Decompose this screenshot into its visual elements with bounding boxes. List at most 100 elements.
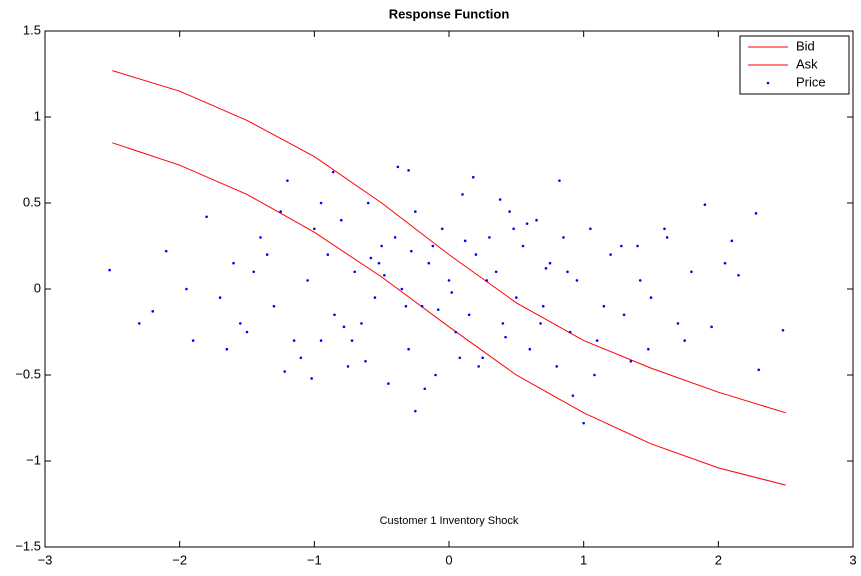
scatter-point [238, 322, 242, 325]
scatter-point [310, 377, 313, 380]
legend-swatch [766, 81, 770, 85]
scatter-point [602, 304, 606, 308]
scatter-point [364, 359, 367, 363]
y-tick-label: −1 [26, 452, 41, 467]
scatter-point [723, 261, 727, 265]
scatter-point [730, 239, 734, 243]
scatter-point [383, 273, 386, 277]
scatter-point [292, 339, 296, 342]
scatter-point [477, 365, 480, 368]
scatter-point [331, 170, 335, 174]
scatter-point [593, 373, 596, 377]
scatter-point [649, 296, 653, 299]
scatter-point [754, 212, 758, 215]
scatter-point [373, 296, 377, 299]
scatter-point [191, 339, 195, 342]
scatter-point [279, 210, 282, 213]
scatter-point [515, 296, 518, 299]
scatter-point [454, 330, 458, 334]
x-tick-label: −2 [172, 552, 187, 567]
scatter-point [409, 249, 413, 253]
scatter-point [137, 322, 141, 325]
scatter-point [306, 279, 309, 282]
scatter-point [589, 227, 592, 231]
scatter-point [205, 215, 208, 219]
scatter-point [481, 356, 484, 360]
scatter-point [508, 210, 511, 213]
scatter-point [366, 201, 370, 205]
scatter-point [387, 382, 390, 385]
scatter-point [647, 347, 650, 351]
scatter-point [535, 218, 538, 222]
x-tick-label: 2 [715, 552, 722, 567]
scatter-point [461, 193, 464, 196]
scatter-point [326, 253, 330, 256]
scatter-point [396, 165, 400, 169]
scatter-point [525, 222, 529, 225]
x-tick-label: 0 [445, 552, 452, 567]
scatter-point [737, 273, 740, 277]
scatter-point [407, 169, 410, 172]
scatter-point [504, 335, 507, 339]
scatter-point [622, 313, 626, 317]
scatter-point [377, 261, 381, 265]
scatter-point [286, 179, 289, 182]
scatter-point [164, 249, 168, 253]
scatter-point [404, 304, 408, 308]
scatter-point [350, 339, 354, 342]
scatter-point [498, 198, 502, 201]
x-tick-label: 1 [580, 552, 587, 567]
scatter-point [342, 325, 346, 329]
annotation: Customer 1 Inventory Shock [380, 515, 519, 527]
scatter-point [544, 267, 548, 270]
scatter-point [313, 227, 316, 231]
scatter-point [676, 322, 680, 325]
scatter-point [339, 218, 343, 222]
scatter-point [571, 394, 575, 397]
scatter-point [380, 244, 383, 248]
scatter-point [346, 365, 350, 368]
scatter-point [353, 270, 357, 274]
scatter-point [458, 356, 462, 360]
scatter-point [471, 175, 475, 179]
scatter-point [562, 236, 565, 239]
scatter-point [558, 179, 561, 182]
scatter-point [595, 339, 599, 342]
scatter-point [414, 409, 417, 413]
legend-label: Price [796, 74, 826, 89]
series-line [112, 142, 786, 486]
scatter-point [683, 339, 686, 342]
y-tick-label: −1.5 [15, 538, 41, 553]
scatter-point [629, 359, 633, 363]
scatter-point [488, 236, 491, 239]
scatter-point [436, 308, 440, 311]
scatter-point [710, 325, 713, 329]
scatter-point [420, 304, 424, 308]
legend-label: Ask [796, 56, 818, 71]
scatter-point [434, 373, 437, 377]
scatter-point [467, 313, 471, 317]
scatter-point [703, 203, 707, 207]
scatter-point [781, 328, 785, 332]
scatter-point [690, 270, 693, 274]
scatter-point [259, 236, 262, 239]
scatter-point [620, 244, 623, 248]
y-tick-label: 0.5 [23, 194, 41, 209]
scatter-point [225, 347, 229, 351]
scatter-point [494, 270, 498, 274]
x-tick-label: −3 [38, 552, 53, 567]
scatter-point [568, 330, 572, 334]
scatter-point [474, 253, 478, 256]
scatter-point [463, 239, 467, 243]
scatter-point [485, 279, 489, 282]
scatter-point [252, 270, 256, 274]
scatter-point [108, 268, 111, 272]
scatter-point [218, 296, 222, 299]
scatter-point [636, 244, 639, 248]
scatter-point [539, 322, 542, 325]
scatter-point [400, 287, 404, 291]
scatter-point [414, 210, 417, 213]
scatter-point [427, 261, 431, 265]
scatter-point [232, 261, 235, 265]
x-tick-label: 3 [849, 552, 856, 567]
